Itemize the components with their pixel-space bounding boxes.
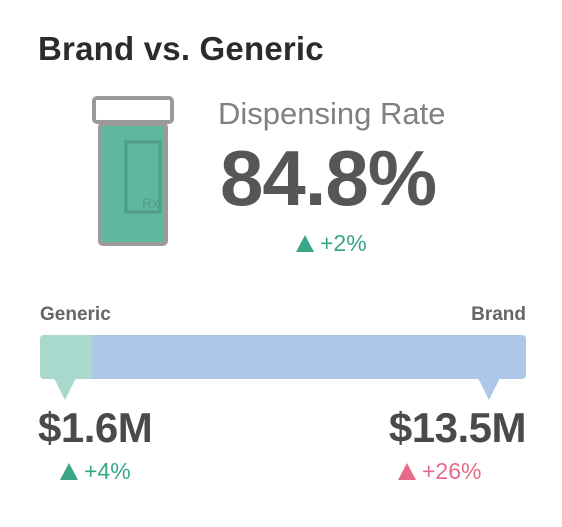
up-arrow-icon (398, 463, 416, 480)
prescription-bottle-icon: Rx (92, 96, 174, 246)
up-arrow-icon (296, 235, 314, 252)
brand-bar (40, 335, 526, 379)
generic-value: $1.6M (38, 404, 153, 451)
generic-bar (40, 335, 92, 379)
brand-change: +26% (398, 458, 481, 485)
generic-label: Generic (40, 304, 111, 325)
brand-label: Brand (471, 304, 526, 325)
brand-change-text: +26% (422, 458, 482, 484)
generic-change-text: +4% (84, 458, 131, 484)
generic-change: +4% (60, 458, 131, 485)
metric-change: +2% (296, 230, 367, 257)
brand-value: $13.5M (388, 404, 527, 451)
metric-label: Dispensing Rate (218, 96, 446, 131)
metric-value: 84.8% (220, 134, 437, 222)
rx-label: Rx (142, 195, 159, 211)
generic-pointer (54, 378, 76, 400)
metric-change-text: +2% (320, 230, 367, 256)
up-arrow-icon (60, 463, 78, 480)
brand-pointer (478, 378, 500, 400)
widget-title: Brand vs. Generic (38, 30, 324, 67)
